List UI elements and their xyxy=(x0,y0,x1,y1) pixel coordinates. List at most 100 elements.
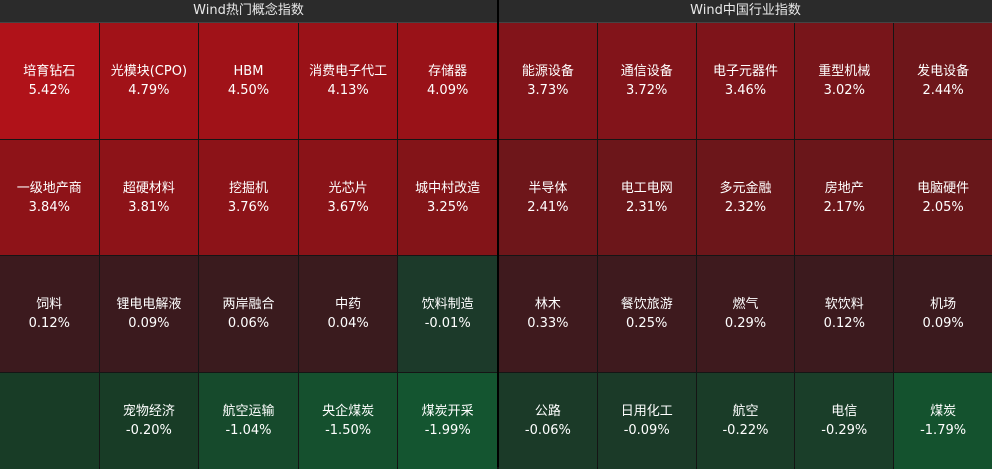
heatmap-tile[interactable]: 中药 0.04% xyxy=(298,256,398,372)
tile-change-percent: 3.81% xyxy=(128,199,170,215)
tile-name: HBM xyxy=(233,64,264,79)
tile-change-percent: 2.41% xyxy=(527,199,569,215)
heatmap-tile[interactable]: 燃气 0.29% xyxy=(696,256,795,372)
heatmap-tile[interactable]: 锂电电解液 0.09% xyxy=(99,256,199,372)
tile-change-percent: -0.01% xyxy=(424,316,471,331)
tile-change-percent: -0.29% xyxy=(821,423,868,438)
tile-name: 林木 xyxy=(534,297,561,312)
tile-change-percent: -1.50% xyxy=(325,423,372,438)
heatmap-tile[interactable]: 电脑硬件 2.05% xyxy=(894,140,992,255)
tile-name: 饮料制造 xyxy=(421,297,474,312)
heatmap-tile[interactable]: 日用化工 -0.09% xyxy=(597,373,696,469)
tile-change-percent: 3.76% xyxy=(227,199,270,215)
heatmap-tile[interactable]: 煤炭开采 -1.99% xyxy=(398,373,497,469)
heatmap-tile[interactable]: 培育钻石 5.42% xyxy=(0,23,99,139)
tile-name: 航空 xyxy=(732,404,759,419)
heatmap-tile[interactable]: 重型机械 3.02% xyxy=(795,23,894,139)
tile-name: 煤炭 xyxy=(930,404,957,419)
heatmap-tile[interactable]: 饮料制造 -0.01% xyxy=(398,256,497,372)
heatmap-tile[interactable]: 通信设备 3.72% xyxy=(597,23,696,139)
tile-change-percent: 3.84% xyxy=(28,199,70,215)
heatmap-tile[interactable]: 电信 -0.29% xyxy=(795,373,894,469)
tile-name: 存储器 xyxy=(428,64,468,79)
tile-change-percent: 0.09% xyxy=(128,316,170,331)
heatmap-tile[interactable]: 航空 -0.22% xyxy=(696,373,795,469)
tile-change-percent: 3.25% xyxy=(427,199,469,215)
tile-name: 日用化工 xyxy=(620,404,673,419)
heatmap-tile[interactable]: 发电设备 2.44% xyxy=(894,23,992,139)
heatmap-tile[interactable]: 城中村改造 3.25% xyxy=(398,140,497,255)
tile-name: 挖掘机 xyxy=(228,180,268,196)
heatmap-tile[interactable]: 饲料 0.12% xyxy=(0,256,99,372)
tile-change-percent: -1.04% xyxy=(225,423,272,438)
heatmap-tile[interactable]: 一级地产商 3.84% xyxy=(0,140,99,255)
tile-change-percent: 4.79% xyxy=(128,83,170,98)
heatmap-tile[interactable]: 林木 0.33% xyxy=(499,256,597,372)
industry-panel-title: Wind中国行业指数 xyxy=(499,0,992,23)
tile-name: 煤炭开采 xyxy=(421,404,474,419)
tile-name: 光模块(CPO) xyxy=(110,64,188,79)
heatmap-tile[interactable]: 两岸融合 0.06% xyxy=(199,256,298,372)
heatmap-tile[interactable]: 软饮料 0.12% xyxy=(795,256,894,372)
heatmap-tile[interactable]: 能源设备 3.73% xyxy=(499,23,597,139)
tile-name: 超硬材料 xyxy=(122,180,175,196)
tile-change-percent: 2.05% xyxy=(922,199,964,215)
tile-name: 电脑硬件 xyxy=(917,180,970,196)
tile-name: 多元金融 xyxy=(719,180,772,196)
tile-name: 公路 xyxy=(534,404,561,419)
heatmap-tile[interactable]: 航空运输 -1.04% xyxy=(199,373,298,469)
tile-name: 宠物经济 xyxy=(122,404,175,419)
heatmap-tile[interactable]: 光模块(CPO) 4.79% xyxy=(99,23,199,139)
tile-change-percent: 3.72% xyxy=(626,83,668,98)
heatmap-tile[interactable]: 超硬材料 3.81% xyxy=(99,140,199,255)
tile-change-percent: 2.44% xyxy=(922,83,964,98)
tile-name: 电工电网 xyxy=(620,180,673,196)
tile-name: 燃气 xyxy=(732,297,759,312)
panel-divider xyxy=(497,0,499,467)
heatmap-tile[interactable]: 半导体 2.41% xyxy=(499,140,597,255)
heatmap-tile[interactable]: 机场 0.09% xyxy=(894,256,992,372)
tile-change-percent: 2.31% xyxy=(626,199,668,215)
tile-name: 房地产 xyxy=(824,180,864,196)
tile-change-percent: 3.02% xyxy=(823,83,865,98)
concept-heatmap-grid: 培育钻石 5.42% 光模块(CPO) 4.79% HBM 4.50% 消费电子代工 4.13… xyxy=(0,23,497,469)
heatmap-tile[interactable]: 电子元器件 3.46% xyxy=(696,23,795,139)
tile-change-percent: -0.06% xyxy=(524,423,571,438)
tile-change-percent: 0.04% xyxy=(327,316,369,331)
heatmap-tile[interactable]: 消费电子代工 4.13% xyxy=(298,23,398,139)
tile-change-percent: -0.22% xyxy=(722,423,769,438)
tile-change-percent: 5.42% xyxy=(28,83,70,98)
heatmap-tile[interactable]: 光芯片 3.67% xyxy=(298,140,398,255)
tile-change-percent: 0.29% xyxy=(724,316,767,331)
heatmap-tile[interactable]: 多元金融 2.32% xyxy=(696,140,795,255)
tile-name: 光芯片 xyxy=(328,180,368,196)
heatmap-tile[interactable]: 电工电网 2.31% xyxy=(597,140,696,255)
heatmap-tile[interactable] xyxy=(0,373,99,469)
tile-name: 饲料 xyxy=(36,297,63,312)
heatmap-tile[interactable]: 房地产 2.17% xyxy=(795,140,894,255)
tile-change-percent: -0.20% xyxy=(125,423,172,438)
tile-change-percent: 0.12% xyxy=(823,316,865,331)
heatmap-tile[interactable]: 央企煤炭 -1.50% xyxy=(298,373,398,469)
tile-change-percent: 0.33% xyxy=(527,316,569,331)
tile-change-percent: 0.09% xyxy=(922,316,964,331)
heatmap-tile[interactable]: 餐饮旅游 0.25% xyxy=(597,256,696,372)
tile-name: 软饮料 xyxy=(824,297,864,312)
heatmap-tile[interactable]: HBM 4.50% xyxy=(199,23,298,139)
tile-change-percent: 0.25% xyxy=(626,316,668,331)
tile-change-percent: 3.73% xyxy=(527,83,569,98)
heatmap-tile[interactable]: 挖掘机 3.76% xyxy=(199,140,298,255)
industry-index-panel: Wind中国行业指数 能源设备 3.73% 通信设备 3.72% 电子元器件 3.46% 重… xyxy=(499,0,992,469)
heatmap-tile[interactable]: 宠物经济 -0.20% xyxy=(99,373,199,469)
heatmap-tile[interactable]: 煤炭 -1.79% xyxy=(894,373,992,469)
tile-name: 央企煤炭 xyxy=(322,404,375,419)
tile-change-percent: 4.09% xyxy=(427,83,469,98)
concept-index-panel: Wind热门概念指数 培育钻石 5.42% 光模块(CPO) 4.79% HBM 4.50… xyxy=(0,0,497,469)
tile-name: 城中村改造 xyxy=(415,180,481,196)
tile-name: 航空运输 xyxy=(222,404,275,419)
heatmap-tile[interactable]: 存储器 4.09% xyxy=(398,23,497,139)
tile-change-percent: -1.99% xyxy=(424,423,471,438)
heatmap-tile[interactable]: 公路 -0.06% xyxy=(499,373,597,469)
tile-change-percent: 3.67% xyxy=(327,199,369,215)
